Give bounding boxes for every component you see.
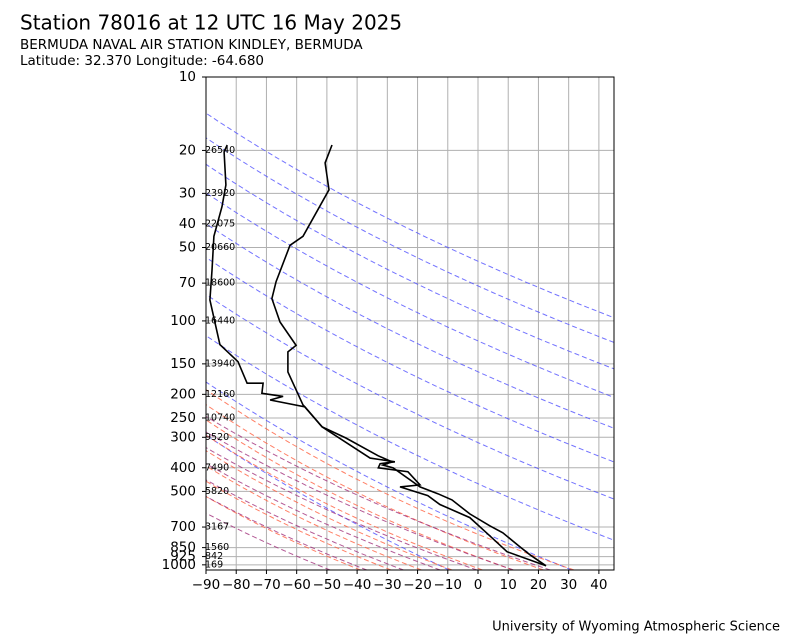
height-label: 13940 (205, 358, 235, 369)
reference-line (206, 446, 478, 570)
x-tick-label: −70 (252, 577, 281, 593)
reference-line (206, 163, 614, 370)
credit: University of Wyoming Atmospheric Scienc… (492, 620, 780, 635)
reference-line (206, 479, 404, 570)
height-label: 5820 (205, 486, 229, 497)
y-tick-label: 700 (170, 519, 196, 535)
height-label: 26540 (205, 145, 235, 156)
reference-line (206, 419, 514, 570)
profile-line (209, 144, 547, 567)
x-tick-label: −60 (282, 577, 311, 593)
x-tick-label: 10 (500, 577, 517, 593)
profile-line (271, 144, 547, 567)
x-tick-label: −20 (403, 577, 432, 593)
y-tick-label: 925 (170, 549, 196, 565)
reference-line (206, 256, 614, 463)
height-label: 3167 (205, 522, 229, 533)
plot-frame (205, 76, 615, 571)
location: Latitude: 32.370 Longitude: -64.680 (20, 53, 264, 69)
height-label: 1560 (205, 542, 229, 553)
x-tick-label: 30 (560, 577, 577, 593)
height-label: 7490 (205, 462, 229, 473)
y-tick-label: 30 (179, 185, 196, 201)
x-tick-label: −90 (192, 577, 221, 593)
y-tick-label: 50 (179, 239, 196, 255)
reference-line (206, 434, 483, 570)
y-tick-label: 40 (179, 216, 196, 232)
reference-line (206, 223, 614, 429)
y-tick-label: 100 (170, 313, 196, 329)
plot-area (209, 144, 547, 567)
chart-title: Station 78016 at 12 UTC 16 May 2025 (20, 11, 402, 35)
grid (205, 76, 614, 570)
height-label: 169 (205, 559, 223, 570)
chart-subtitle: BERMUDA NAVAL AIR STATION KINDLEY, BERMU… (20, 37, 363, 53)
y-tick-label: 300 (170, 429, 196, 445)
height-label: 20660 (205, 242, 235, 253)
reference-line (206, 137, 614, 343)
reference-line (206, 381, 573, 570)
y-tick-label: 200 (170, 386, 196, 402)
y-tick-label: 1000 (162, 557, 196, 573)
height-label: 12160 (205, 389, 235, 400)
reference-line (206, 415, 551, 570)
y-tick-label: 400 (170, 460, 196, 476)
y-tick-label: 70 (179, 275, 196, 291)
reference-line (206, 389, 575, 570)
x-tick-label: 0 (474, 577, 483, 593)
height-label: 9520 (205, 432, 229, 443)
x-tick-label: −10 (434, 577, 463, 593)
y-tick-label: 10 (179, 69, 196, 85)
height-label: 22075 (205, 218, 235, 229)
x-tick-label: 20 (530, 577, 547, 593)
reference-line (206, 434, 450, 570)
x-tick-label: −50 (313, 577, 342, 593)
x-tick-label: −80 (222, 577, 251, 593)
y-tick-label: 20 (179, 142, 196, 158)
height-label: 10740 (205, 412, 235, 423)
background-lines (206, 112, 614, 570)
reference-line (206, 465, 422, 570)
reference-line (206, 293, 614, 500)
height-label: 842 (205, 551, 223, 562)
y-tick-label: 150 (170, 356, 196, 372)
x-tick-label: 40 (590, 577, 607, 593)
reference-line (206, 431, 514, 570)
y-tick-label: 500 (170, 483, 196, 499)
height-label: 18600 (205, 278, 235, 289)
x-tick-label: −40 (343, 577, 372, 593)
y-tick-label: 850 (170, 540, 196, 556)
y-tick-label: 250 (170, 410, 196, 426)
reference-line (206, 335, 614, 541)
reference-line (206, 404, 544, 570)
x-tick-label: −30 (373, 577, 402, 593)
height-label: 16440 (205, 315, 235, 326)
height-label: 23920 (205, 188, 235, 199)
